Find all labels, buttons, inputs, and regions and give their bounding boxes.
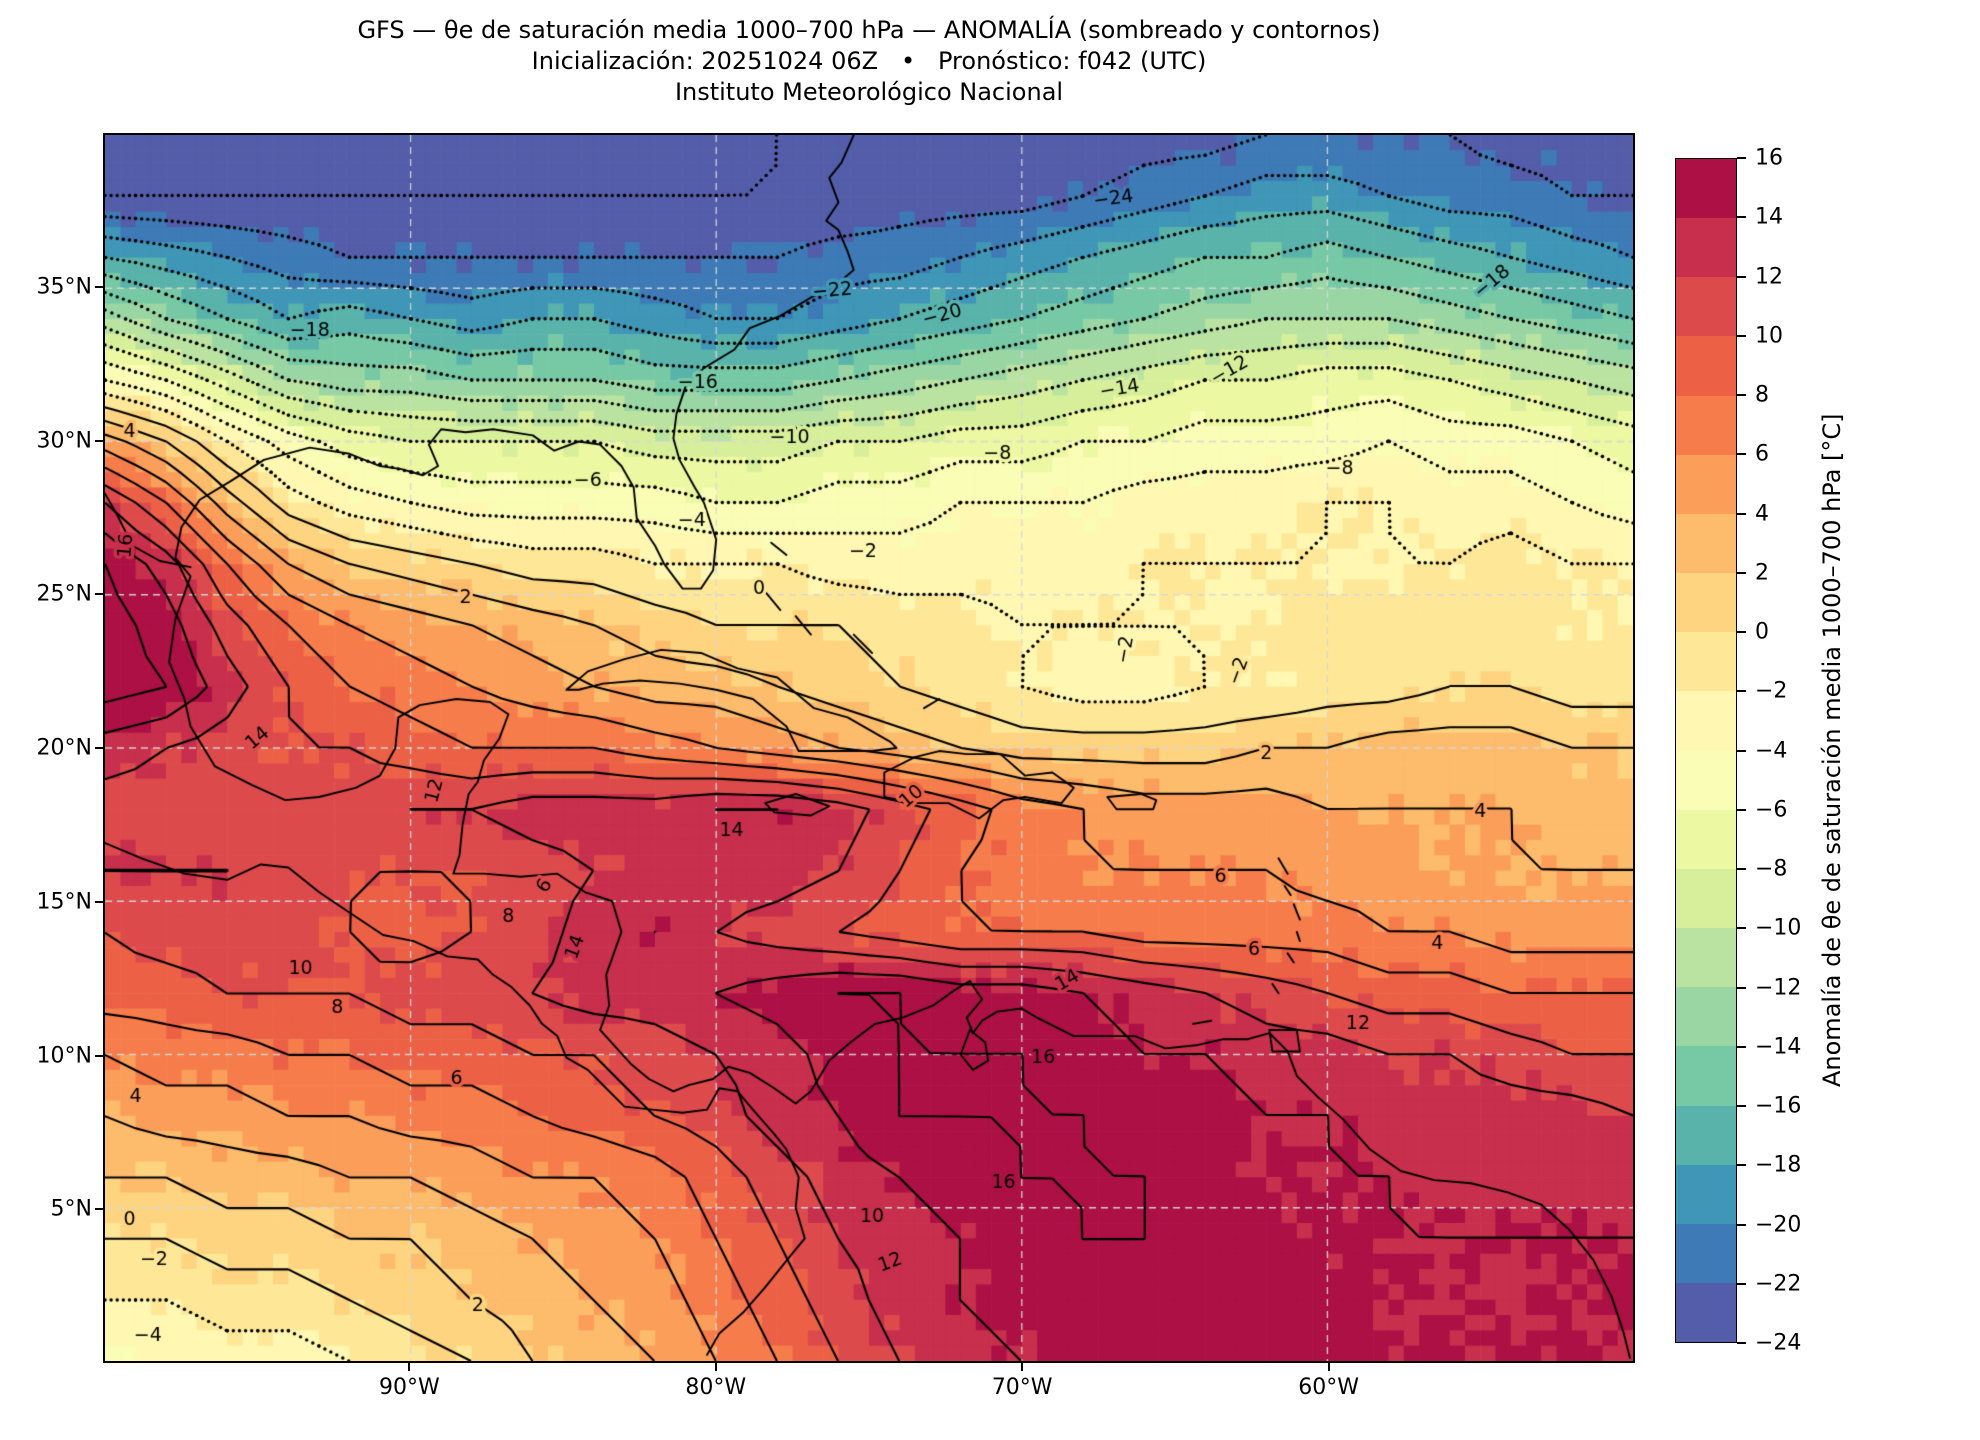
colorbar-tick-label: −8 — [1755, 856, 1788, 882]
x-tick-label: 70°W — [991, 1375, 1053, 1400]
colorbar-band — [1676, 573, 1736, 633]
colorbar-axis-label: Anomalía de θe de saturación media 1000–… — [1818, 413, 1846, 1088]
y-tick-label: 25°N — [36, 581, 92, 607]
colorbar-tick-label: −2 — [1755, 678, 1788, 704]
colorbar-tick-mark — [1737, 986, 1746, 989]
colorbar-tick-label: −18 — [1755, 1152, 1802, 1178]
colorbar-tick-mark — [1737, 808, 1746, 811]
colorbar-tick-label: 6 — [1755, 441, 1769, 467]
colorbar-tick-label: −20 — [1755, 1212, 1802, 1237]
y-tick-label: 15°N — [36, 889, 92, 915]
colorbar-tick-mark — [1737, 512, 1746, 515]
y-tick-mark — [95, 285, 103, 288]
colorbar-band — [1676, 513, 1736, 574]
colorbar-band — [1676, 868, 1736, 929]
colorbar-band — [1676, 1223, 1736, 1283]
colorbar-tick-label: −16 — [1755, 1093, 1802, 1119]
x-tick-mark — [408, 1363, 411, 1371]
colorbar-band — [1676, 809, 1736, 869]
y-tick-mark — [95, 747, 103, 749]
colorbar-tick-mark — [1737, 216, 1746, 219]
colorbar-tick-label: 4 — [1755, 501, 1769, 526]
colorbar-band — [1676, 1105, 1736, 1165]
colorbar-band — [1676, 395, 1736, 455]
y-tick-label: 30°N — [36, 428, 92, 453]
colorbar-tick-mark — [1737, 334, 1746, 337]
x-tick-label: 60°W — [1298, 1375, 1359, 1400]
colorbar-band — [1676, 928, 1736, 988]
colorbar-tick-label: −24 — [1755, 1330, 1802, 1356]
colorbar-tick-label: −12 — [1755, 975, 1802, 1000]
colorbar-tick-label: 2 — [1755, 560, 1769, 586]
x-tick-label: 80°W — [685, 1375, 747, 1400]
colorbar-tick-label: −14 — [1755, 1034, 1802, 1060]
chart-source: Instituto Meteorológico Nacional — [674, 78, 1064, 106]
colorbar-band — [1676, 1164, 1736, 1224]
colorbar — [1675, 158, 1737, 1343]
colorbar-band — [1676, 691, 1736, 751]
y-tick-mark — [95, 439, 103, 442]
map-plot-area — [103, 133, 1635, 1363]
colorbar-tick-mark — [1737, 275, 1746, 278]
colorbar-band — [1676, 750, 1736, 810]
colorbar-band — [1676, 1282, 1736, 1343]
colorbar-tick-mark — [1737, 927, 1746, 930]
colorbar-tick-mark — [1737, 1164, 1746, 1167]
x-tick-label: 90°W — [379, 1375, 440, 1400]
chart-title: GFS — θe de saturación media 1000–700 hP… — [357, 16, 1381, 44]
colorbar-band — [1676, 454, 1736, 514]
y-tick-label: 5°N — [50, 1196, 92, 1222]
map-canvas — [105, 135, 1633, 1361]
colorbar-tick-mark — [1737, 571, 1746, 574]
colorbar-tick-mark — [1737, 1223, 1746, 1226]
colorbar-tick-mark — [1737, 868, 1746, 870]
colorbar-band — [1676, 159, 1736, 219]
colorbar-tick-mark — [1737, 749, 1746, 752]
colorbar-band — [1676, 336, 1736, 396]
colorbar-tick-mark — [1737, 453, 1746, 456]
colorbar-tick-mark — [1737, 1282, 1746, 1285]
x-tick-mark — [714, 1363, 717, 1371]
colorbar-band — [1676, 987, 1736, 1047]
x-tick-mark — [1021, 1363, 1024, 1371]
colorbar-tick-label: 8 — [1755, 382, 1769, 408]
colorbar-tick-label: 16 — [1755, 145, 1783, 171]
colorbar-band — [1676, 1046, 1736, 1106]
y-tick-label: 20°N — [36, 735, 92, 761]
y-tick-mark — [95, 1054, 103, 1057]
colorbar-tick-mark — [1737, 157, 1746, 159]
chart-subtitle-init-forecast: Inicialización: 20251024 06Z • Pronóstic… — [531, 47, 1207, 75]
colorbar-tick-label: −10 — [1755, 915, 1802, 941]
y-tick-mark — [95, 593, 103, 596]
colorbar-tick-mark — [1737, 631, 1746, 633]
colorbar-band — [1676, 277, 1736, 337]
y-tick-mark — [95, 900, 103, 903]
y-tick-label: 35°N — [36, 274, 92, 300]
colorbar-tick-mark — [1737, 1342, 1746, 1344]
colorbar-tick-label: 0 — [1755, 619, 1769, 645]
colorbar-tick-label: 14 — [1755, 204, 1783, 230]
colorbar-tick-mark — [1737, 1105, 1746, 1107]
title-block: GFS — θe de saturación media 1000–700 hP… — [103, 14, 1635, 107]
y-tick-mark — [95, 1208, 103, 1211]
x-tick-mark — [1327, 1363, 1330, 1371]
colorbar-tick-mark — [1737, 1045, 1746, 1048]
colorbar-tick-label: −22 — [1755, 1271, 1802, 1297]
y-tick-label: 10°N — [36, 1043, 92, 1068]
colorbar-tick-mark — [1737, 690, 1746, 693]
colorbar-tick-mark — [1737, 394, 1746, 396]
colorbar-tick-label: 12 — [1755, 264, 1783, 289]
colorbar-tick-label: −6 — [1755, 797, 1788, 823]
colorbar-band — [1676, 632, 1736, 692]
colorbar-tick-label: −4 — [1755, 738, 1788, 763]
colorbar-band — [1676, 218, 1736, 278]
colorbar-tick-label: 10 — [1755, 323, 1783, 349]
